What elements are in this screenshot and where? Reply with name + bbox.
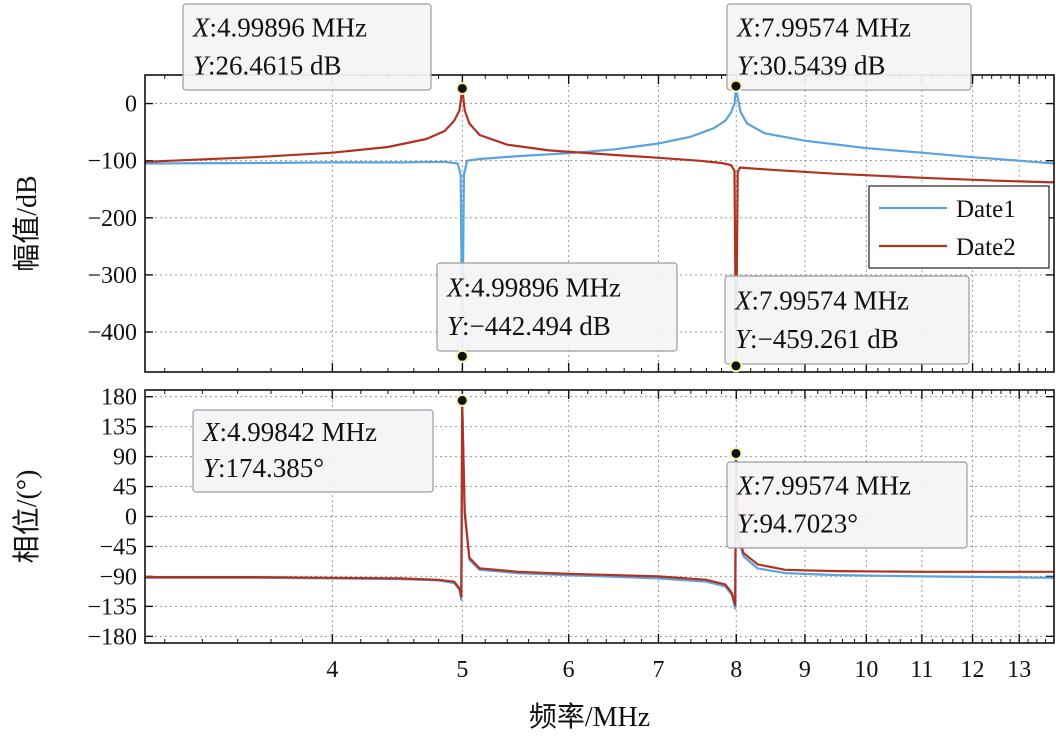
datatip-y-text: Y:−459.261 dB: [735, 324, 899, 354]
xtick-label-1: 5: [456, 657, 468, 683]
datatip-y-text: Y:174.385°: [203, 453, 324, 483]
datatip-magnitude-2: X:4.99896 MHz Y:−442.494 dB: [436, 262, 678, 363]
magnitude-ytick-label-3: −300: [87, 263, 137, 289]
xtick-label-4: 8: [730, 657, 742, 683]
magnitude-ylabel: 幅值/dB: [11, 175, 43, 271]
phase-ytick-label-5: −45: [99, 534, 137, 560]
phase-ytick-label-1: 135: [101, 415, 137, 441]
legend-label-date1: Date1: [956, 196, 1016, 223]
datatip-x-text: X:7.99574 MHz: [736, 13, 911, 43]
xtick-label-8: 12: [961, 657, 985, 683]
phase-ylabel: 相位/(°): [11, 470, 43, 564]
xtick-label-3: 7: [652, 657, 664, 683]
datatip-x-value: 4.99896 MHz: [217, 13, 367, 43]
datatip-x-value: 7.99574 MHz: [761, 13, 911, 43]
xtick-label-0: 4: [326, 657, 338, 683]
legend: Date1 Date2: [868, 185, 1050, 269]
phase-ytick-label-0: 180: [101, 385, 137, 411]
magnitude-ytick-label-0: 0: [125, 92, 137, 118]
datatip-x-text: X:4.99896 MHz: [192, 13, 367, 43]
datatip-phase-0: X:4.99842 MHz Y:174.385°: [192, 393, 469, 493]
xtick-label-6: 10: [854, 657, 878, 683]
phase-series-date1-line: [145, 399, 1054, 610]
datatip-x-value: 4.99842 MHz: [227, 417, 377, 447]
phase-ytick-label-2: 90: [113, 445, 137, 471]
datatip-x-text: X:4.99842 MHz: [202, 417, 377, 447]
datatip-y-value: 94.7023°: [760, 509, 859, 539]
magnitude-series-date2-line: [145, 87, 1054, 367]
datatip-box: [192, 409, 434, 493]
datatip-x-text: X:4.99896 MHz: [446, 272, 621, 302]
datatip-box: [182, 3, 432, 91]
datatip-y-value: 174.385°: [226, 453, 325, 483]
datatip-y-text: Y:−442.494 dB: [447, 311, 611, 341]
phase-ytick-label-8: −180: [87, 624, 137, 650]
magnitude-series-date1-line: [145, 84, 1054, 358]
legend-box: [868, 185, 1050, 269]
datatip-phase-1: X:7.99574 MHz Y:94.7023°: [726, 446, 968, 549]
datatip-box: [436, 262, 678, 352]
datatip-y-value: −442.494 dB: [470, 311, 611, 341]
datatip-box: [726, 461, 968, 549]
datatip-x-value: 7.99574 MHz: [759, 285, 909, 315]
datatip-magnitude-1: X:7.99574 MHz Y:30.5439 dB: [726, 3, 972, 93]
phase-plot-frame: [144, 389, 1055, 644]
magnitude-ytick-label-2: −200: [87, 206, 137, 232]
annotations-layer: X:4.99896 MHz Y:26.4615 dB X:7.99574 MHz Y:…: [182, 3, 972, 549]
xtick-label-7: 11: [910, 657, 933, 683]
datatip-y-value: −459.261 dB: [758, 324, 899, 354]
xlabel: 频率/MHz: [529, 701, 650, 733]
datatip-magnitude-3: X:7.99574 MHz Y:−459.261 dB: [724, 275, 970, 373]
datatip-box: [726, 3, 972, 91]
magnitude-plot-frame: [144, 74, 1055, 373]
datatip-x-text: X:7.99574 MHz: [734, 285, 909, 315]
magnitude-ytick-label-4: −400: [87, 320, 137, 346]
xtick-label-9: 13: [1007, 657, 1031, 683]
datatip-x-text: X:7.99574 MHz: [736, 471, 911, 501]
xtick-label-5: 9: [799, 657, 811, 683]
datatip-marker: [729, 79, 743, 93]
datatip-x-value: 7.99574 MHz: [761, 471, 911, 501]
phase-series-date2-line: [145, 402, 1054, 607]
datatip-marker: [455, 349, 469, 363]
datatip-marker: [455, 393, 469, 407]
xtick-label-2: 6: [563, 657, 575, 683]
datatip-x-value: 4.99896 MHz: [471, 272, 621, 302]
datatip-y-text: Y:94.7023°: [737, 509, 858, 539]
phase-ytick-label-4: 0: [125, 505, 137, 531]
datatip-magnitude-0: X:4.99896 MHz Y:26.4615 dB: [182, 3, 469, 95]
phase-ytick-label-3: 45: [113, 475, 137, 501]
datatip-y-value: 30.5439 dB: [760, 51, 886, 81]
datatip-box: [724, 275, 970, 365]
legend-label-date2: Date2: [956, 234, 1016, 261]
datatip-marker: [729, 359, 743, 373]
datatip-marker: [455, 81, 469, 95]
magnitude-panel: 0 −100 −200 −300 −400 幅值/dB Date1 Date2: [11, 74, 1055, 373]
datatip-y-text: Y:26.4615 dB: [193, 51, 342, 81]
datatip-y-value: 26.4615 dB: [216, 51, 342, 81]
datatip-y-text: Y:30.5439 dB: [737, 51, 886, 81]
datatip-marker: [729, 446, 743, 460]
magnitude-ytick-label-1: −100: [87, 149, 137, 175]
phase-ytick-label-7: −135: [87, 594, 137, 620]
phase-ytick-label-6: −90: [99, 564, 137, 590]
